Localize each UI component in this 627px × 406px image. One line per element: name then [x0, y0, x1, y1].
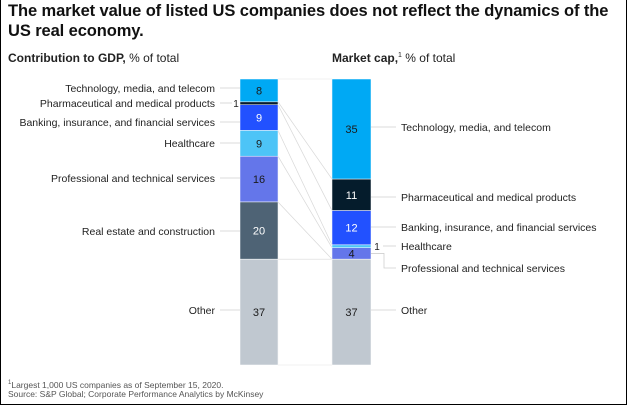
- gap-background: [277, 78, 333, 366]
- left-value-label-real-estate-and-construction: 20: [253, 226, 265, 238]
- right-bar-segment-healthcare: [331, 244, 372, 248]
- left-bar-heading: Contribution to GDP, % of total: [8, 51, 179, 65]
- source-note: Source: S&P Global; Corporate Performanc…: [8, 389, 264, 399]
- left-small-value-pharmaceutical-and-medical-products: 1: [233, 99, 239, 110]
- right-value-label-pharmaceutical-and-medical-products: 11: [346, 190, 357, 202]
- right-value-label-other: 37: [345, 307, 357, 319]
- connector-line-pharmaceutical-and-medical-products: [277, 104, 333, 211]
- right-small-value-healthcare: 1: [374, 242, 380, 253]
- right-value-label-professional-and-technical-services: 4: [348, 248, 354, 260]
- left-heading-unit: % of total: [125, 51, 180, 65]
- left-category-label-pharmaceutical-and-medical-products: Pharmaceutical and medical products: [40, 98, 215, 110]
- right-category-label-other: Other: [401, 305, 428, 317]
- left-value-label-technology-media-and-telecom: 8: [256, 85, 262, 97]
- right-bar-segment-technology-media-and-telecom: [331, 78, 372, 180]
- right-heading-unit: % of total: [401, 51, 456, 65]
- left-bar-segment-professional-and-technical-services: [239, 155, 279, 203]
- footnote-note-marker: 1: [8, 380, 12, 386]
- left-category-label-other: Other: [189, 305, 216, 317]
- right-leader-line-professional-and-technical-services: [371, 253, 396, 269]
- left-value-label-banking-insurance-and-financial-services: 9: [256, 113, 262, 125]
- right-bar-heading: Market cap,1 % of total: [332, 51, 455, 65]
- right-value-label-technology-media-and-telecom: 35: [345, 124, 357, 136]
- left-category-label-healthcare: Healthcare: [164, 138, 215, 150]
- footnote-text: Largest 1,000 US companies as of Septemb…: [11, 379, 224, 390]
- left-category-label-professional-and-technical-services: Professional and technical services: [51, 173, 215, 185]
- left-bar-segment-other: [239, 258, 279, 366]
- connector-line-healthcare: [277, 156, 333, 248]
- right-bar-segment-banking-insurance-and-financial-services: [331, 210, 372, 246]
- right-bar-segment-other: [331, 258, 372, 366]
- right-heading-bold: Market cap,: [332, 51, 399, 65]
- left-category-label-banking-insurance-and-financial-services: Banking, insurance, and financial servic…: [19, 117, 215, 129]
- footnote-marker: 1: [398, 52, 402, 59]
- left-category-label-real-estate-and-construction: Real estate and construction: [82, 226, 215, 238]
- right-category-label-technology-media-and-telecom: Technology, media, and telecom: [401, 122, 551, 134]
- right-category-label-healthcare: Healthcare: [401, 241, 452, 253]
- left-value-label-professional-and-technical-services: 16: [253, 174, 265, 186]
- left-bar-segment-pharmaceutical-and-medical-products: [239, 101, 279, 105]
- connector-line-technology-media-and-telecom: [277, 101, 333, 180]
- connector-line-banking-insurance-and-financial-services: [277, 130, 333, 246]
- left-bar-segment-real-estate-and-construction: [239, 201, 279, 260]
- right-category-label-pharmaceutical-and-medical-products: Pharmaceutical and medical products: [401, 192, 576, 204]
- connector-line-professional-and-technical-services: [277, 201, 333, 260]
- left-value-label-healthcare: 9: [256, 138, 262, 150]
- right-category-label-banking-insurance-and-financial-services: Banking, insurance, and financial servic…: [401, 222, 597, 234]
- chart-title: The market value of listed US companies …: [8, 2, 609, 40]
- left-value-label-other: 37: [253, 307, 265, 319]
- right-category-label-professional-and-technical-services: Professional and technical services: [401, 263, 565, 275]
- left-category-label-technology-media-and-telecom: Technology, media, and telecom: [65, 83, 215, 95]
- left-heading-bold: Contribution to GDP,: [8, 51, 126, 65]
- right-value-label-banking-insurance-and-financial-services: 12: [345, 223, 357, 235]
- footnote: 1Largest 1,000 US companies as of Septem…: [8, 378, 224, 391]
